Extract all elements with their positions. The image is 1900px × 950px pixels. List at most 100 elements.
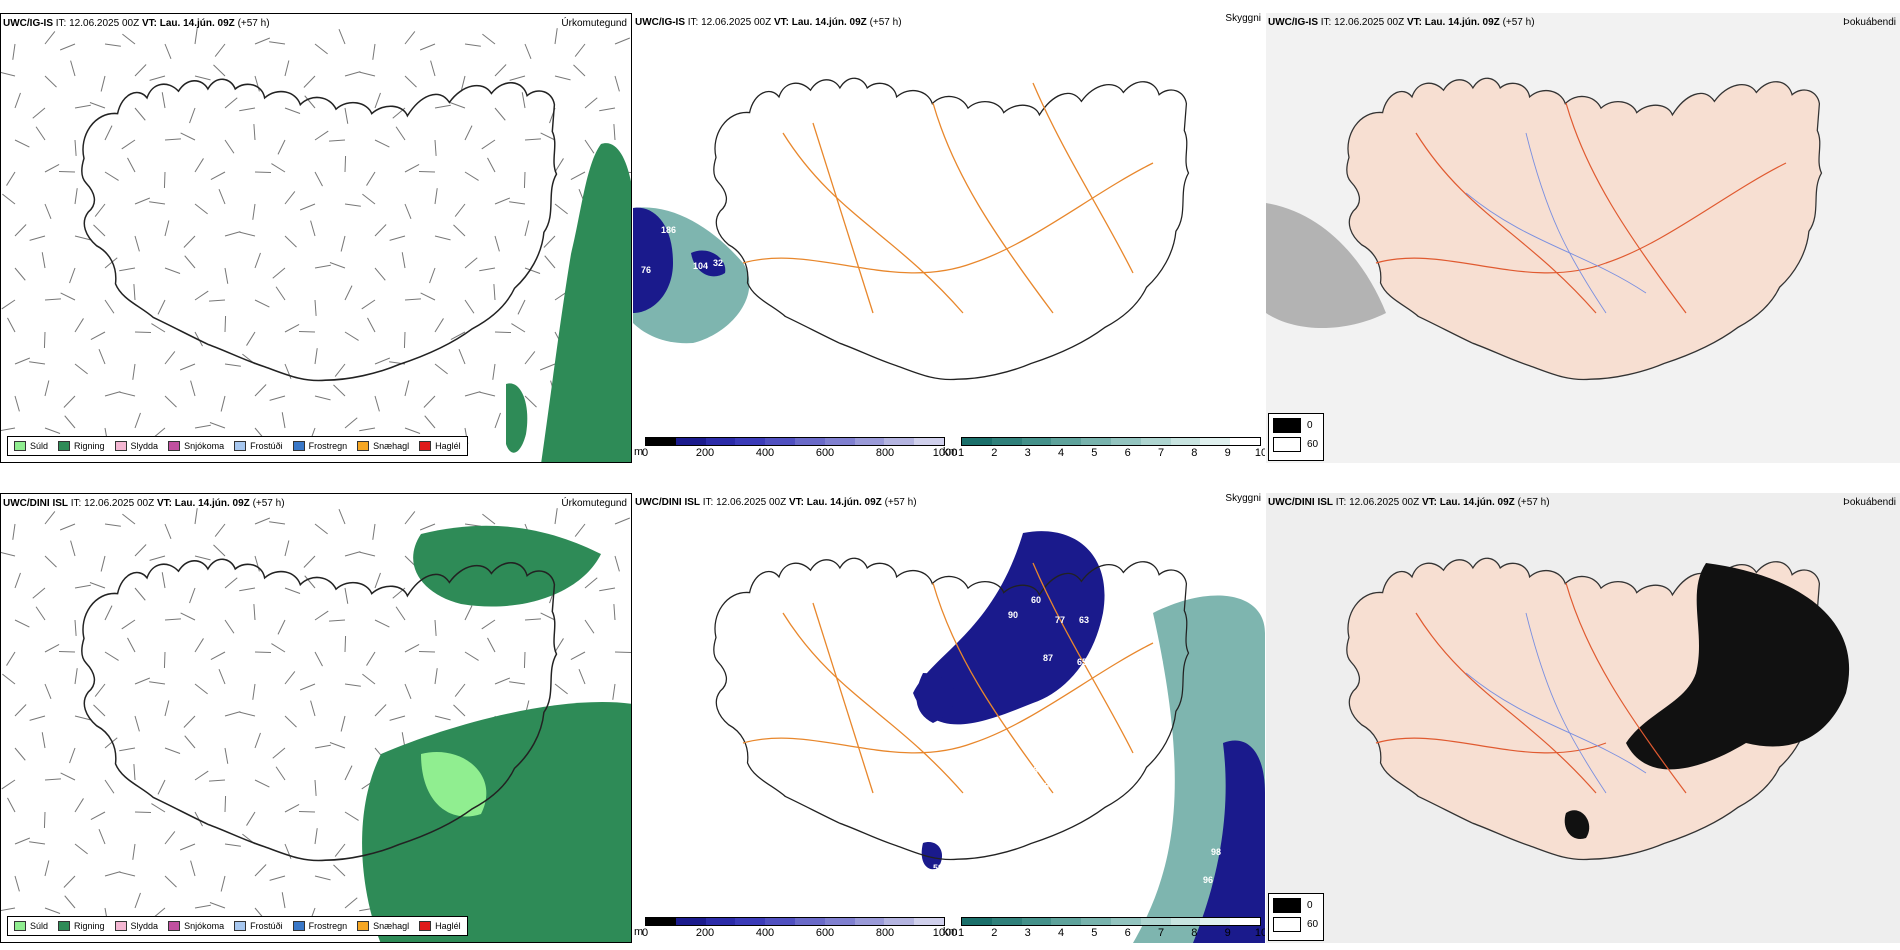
colorbar-segment xyxy=(705,438,736,445)
colorbar-tick: 5 xyxy=(1091,447,1098,459)
wind-barb xyxy=(210,171,226,180)
legend-item: Súld xyxy=(14,441,48,451)
rain-area xyxy=(506,383,528,453)
wind-barb xyxy=(7,317,16,333)
wind-barb xyxy=(298,810,316,813)
wind-barb xyxy=(434,619,437,636)
fog-legend: 0 60 xyxy=(1268,893,1324,941)
wind-barb xyxy=(344,635,347,653)
wind-barb xyxy=(540,612,556,621)
wind-barb xyxy=(254,171,272,174)
wind-barb xyxy=(366,651,376,666)
colorbar-unit: km xyxy=(943,926,958,938)
wind-barb xyxy=(44,427,61,434)
wind-barb xyxy=(404,511,416,525)
wind-barb xyxy=(429,267,436,284)
low-ceiling-area xyxy=(916,673,956,723)
wind-barb xyxy=(333,864,346,877)
vt-label: VT: xyxy=(773,17,789,28)
wind-barb xyxy=(1,907,16,912)
wind-barb xyxy=(277,139,286,155)
wind-barb xyxy=(523,171,526,189)
it-label: IT: xyxy=(70,498,82,509)
fog-area xyxy=(1626,563,1850,770)
legend-swatch xyxy=(114,441,127,451)
wind-barb xyxy=(419,43,436,51)
wind-barb xyxy=(44,164,60,173)
colorbar-tick: 800 xyxy=(875,927,895,939)
river-network xyxy=(1465,132,1647,314)
wind-barb xyxy=(284,540,290,557)
wind-barb xyxy=(133,764,136,781)
wind-barb xyxy=(1,551,16,557)
wind-barb xyxy=(494,677,511,685)
wind-barb xyxy=(194,290,209,301)
legend-label: Snæhagl xyxy=(373,921,410,931)
wind-barb xyxy=(7,797,16,813)
wind-barb xyxy=(464,651,479,661)
wind-barb xyxy=(58,650,76,653)
fog-map xyxy=(1266,493,1900,943)
wind-barb xyxy=(299,203,316,211)
wind-barb xyxy=(275,286,286,301)
wind-barb xyxy=(104,737,118,749)
wind-barb xyxy=(434,188,438,205)
wind-barb xyxy=(6,651,16,666)
lead-time: (+57 h) xyxy=(869,17,902,28)
wind-barb xyxy=(314,348,318,365)
wind-barb xyxy=(458,348,466,365)
wind-barb xyxy=(121,139,136,150)
wind-barb xyxy=(151,323,166,333)
wind-barb xyxy=(100,75,106,92)
wind-barb xyxy=(122,33,136,45)
it-label: IT: xyxy=(55,18,67,29)
legend-swatch xyxy=(114,921,127,931)
wind-barb xyxy=(127,637,136,653)
colorbar-segment xyxy=(675,918,706,925)
legend-label: Frostúði xyxy=(250,921,283,931)
wind-barb xyxy=(164,700,170,717)
wind-barb xyxy=(359,71,376,77)
wind-barb xyxy=(344,417,358,429)
vt-value: Lau. 14.jún. 09Z xyxy=(791,17,867,28)
value-label: 76 xyxy=(641,265,651,275)
wind-barb xyxy=(194,203,208,215)
fog-legend-row: 0 xyxy=(1273,418,1319,433)
wind-barb xyxy=(183,715,196,728)
colorbar-segment xyxy=(794,918,825,925)
wind-barb xyxy=(303,555,316,568)
wind-barb xyxy=(29,841,46,845)
wind-barb xyxy=(254,864,267,877)
wind-barb xyxy=(449,102,466,109)
wind-barb xyxy=(104,871,121,877)
wind-barb xyxy=(59,43,76,51)
wind-barb xyxy=(344,203,361,207)
wind-barb xyxy=(374,92,381,109)
it-value: 12.06.2025 00Z xyxy=(701,17,772,28)
wind-barb xyxy=(121,619,136,630)
wind-barb xyxy=(599,587,616,592)
it-label: IT: xyxy=(1335,497,1347,508)
precip-map xyxy=(1,508,631,942)
wind-barb xyxy=(149,75,166,81)
wind-barb xyxy=(12,523,16,540)
wind-barb xyxy=(494,197,511,205)
wind-barb xyxy=(32,107,46,119)
wind-barb xyxy=(74,584,91,589)
legend-swatch xyxy=(292,441,305,451)
colorbar-segment xyxy=(1200,438,1231,445)
vt-value: Lau. 14.jún. 09Z xyxy=(174,498,250,509)
legend-swatch xyxy=(234,441,247,451)
wind-barb xyxy=(12,43,16,60)
wind-barb xyxy=(509,681,526,685)
it-value: 12.06.2025 00Z xyxy=(84,498,155,509)
wind-barb xyxy=(254,651,272,654)
value-label: 60 xyxy=(1153,657,1163,667)
wind-barb xyxy=(372,523,376,540)
wind-barb xyxy=(164,351,176,365)
colorbar-segment xyxy=(646,918,676,925)
colorbar-segment xyxy=(991,438,1022,445)
value-label: 47 xyxy=(1033,722,1043,732)
low-ceiling-area xyxy=(1193,740,1265,943)
wind-barb xyxy=(464,171,479,181)
